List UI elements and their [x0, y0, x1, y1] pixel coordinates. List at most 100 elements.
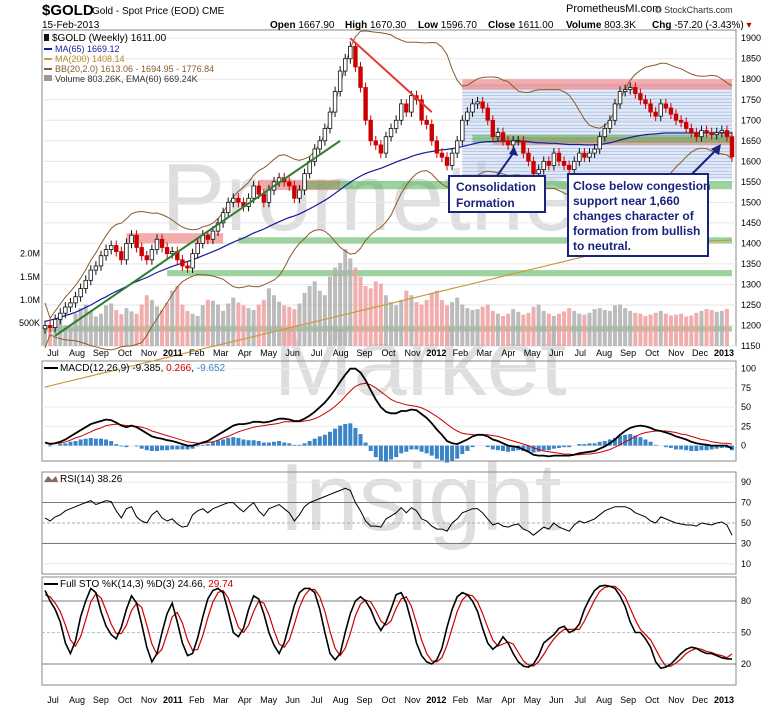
candle-body [292, 185, 297, 199]
macd-histogram-bar [287, 443, 292, 446]
volume-bar [353, 267, 358, 346]
candle-body [500, 132, 506, 142]
rsi-swatch [44, 476, 58, 482]
x-tick-label: Dec [692, 348, 709, 358]
candle-body [577, 152, 582, 162]
macd-histogram-bar [414, 445, 419, 450]
candle-body [266, 189, 272, 203]
candle-body [63, 306, 68, 314]
x-tick-label: Feb [189, 695, 205, 705]
volume-bar [556, 313, 561, 346]
candle-body [251, 185, 256, 199]
x-tick-label: Jul [311, 348, 323, 358]
volume-bar [648, 314, 653, 346]
volume-bar [521, 314, 526, 346]
volume-bar [643, 316, 648, 346]
macd-histogram-bar [358, 434, 363, 446]
macd-histogram-bar [353, 427, 358, 446]
macd-tick-label: 0 [741, 441, 746, 451]
candle-body [648, 103, 653, 113]
macd-histogram-bar [501, 445, 505, 451]
macd-histogram-bar [241, 439, 246, 446]
macd-histogram-bar [546, 445, 551, 451]
quote-high: High 1670.30 [345, 20, 407, 31]
volume-bar [277, 301, 282, 346]
macd-histogram-bar [68, 441, 73, 446]
consolidation-line-2: Formation [456, 196, 515, 210]
volume-bar [78, 308, 83, 346]
volume-bar [185, 310, 190, 346]
candle-body [602, 128, 607, 138]
macd-histogram-bar [470, 445, 475, 448]
macd-histogram-bar [363, 442, 368, 446]
volume-bar [302, 292, 307, 346]
volume-bar [266, 288, 271, 346]
candle-body [225, 201, 231, 214]
volume-bar [119, 314, 124, 346]
volume-bar [668, 315, 673, 346]
x-tick-label: Aug [69, 348, 85, 358]
volume-bar [236, 302, 241, 346]
macd-histogram-bar [236, 437, 241, 446]
volume-bar [399, 299, 404, 346]
x-tick-label: Nov [404, 695, 421, 705]
macd-histogram-bar [368, 445, 373, 451]
volume-bar [343, 249, 348, 346]
volume-bar [292, 309, 297, 346]
candle-body [536, 169, 541, 175]
candle-body [546, 160, 551, 166]
downtrend-line [349, 37, 433, 113]
x-tick-label: May [260, 348, 278, 358]
candle-body [470, 103, 475, 113]
volume-bar [251, 310, 256, 346]
volume-bar [282, 305, 287, 346]
macd-histogram-bar [674, 445, 679, 450]
macd-histogram-bar [312, 438, 317, 446]
price-tick-label: 1650 [741, 136, 761, 146]
macd-histogram-bar [307, 441, 312, 446]
volume-bar [373, 281, 378, 346]
volume-bar [348, 258, 353, 346]
candle-body [220, 212, 226, 224]
x-tick-label: 2012 [426, 695, 446, 705]
x-tick-label: Sep [620, 348, 636, 358]
candle-body [378, 144, 384, 154]
candle-body [205, 234, 211, 240]
candle-body [144, 255, 149, 261]
support-band [45, 326, 732, 332]
annotation-note: Close below congestion support near 1,66… [567, 144, 721, 257]
price-layer [42, 30, 736, 388]
macd-histogram-bar [648, 441, 653, 446]
volume-bar [694, 312, 699, 346]
macd-histogram-bar [282, 442, 287, 446]
x-tick-label: Nov [668, 348, 685, 358]
volume-bar [63, 325, 68, 346]
x-tick-label: Jul [47, 695, 59, 705]
support-band [167, 270, 733, 277]
volume-bar [551, 316, 556, 346]
volume-bar [638, 313, 643, 346]
candle-body [678, 119, 684, 123]
volume-bar [429, 292, 434, 346]
macd-histogram-bar [582, 444, 587, 446]
candle-body [114, 245, 119, 253]
volume-bar [582, 314, 587, 346]
volume-bar [129, 311, 134, 346]
volume-bar [109, 303, 114, 346]
candle-body [689, 128, 694, 133]
macd-histogram-bar [251, 440, 256, 446]
x-tick-label: 2013 [714, 348, 734, 358]
volume-bar [210, 300, 215, 346]
volume-bar [653, 312, 658, 346]
volume-bar [261, 299, 266, 346]
macd-histogram-bar [73, 441, 78, 446]
volume-bar [674, 314, 679, 346]
candle-body [526, 152, 531, 162]
macd-histogram-bar [216, 440, 221, 446]
volume-bar [592, 309, 597, 346]
macd-histogram-bar [490, 445, 495, 450]
volume-bar [490, 310, 495, 346]
candle-body [322, 128, 328, 142]
candle-body [628, 87, 633, 90]
candle-body [124, 243, 129, 261]
